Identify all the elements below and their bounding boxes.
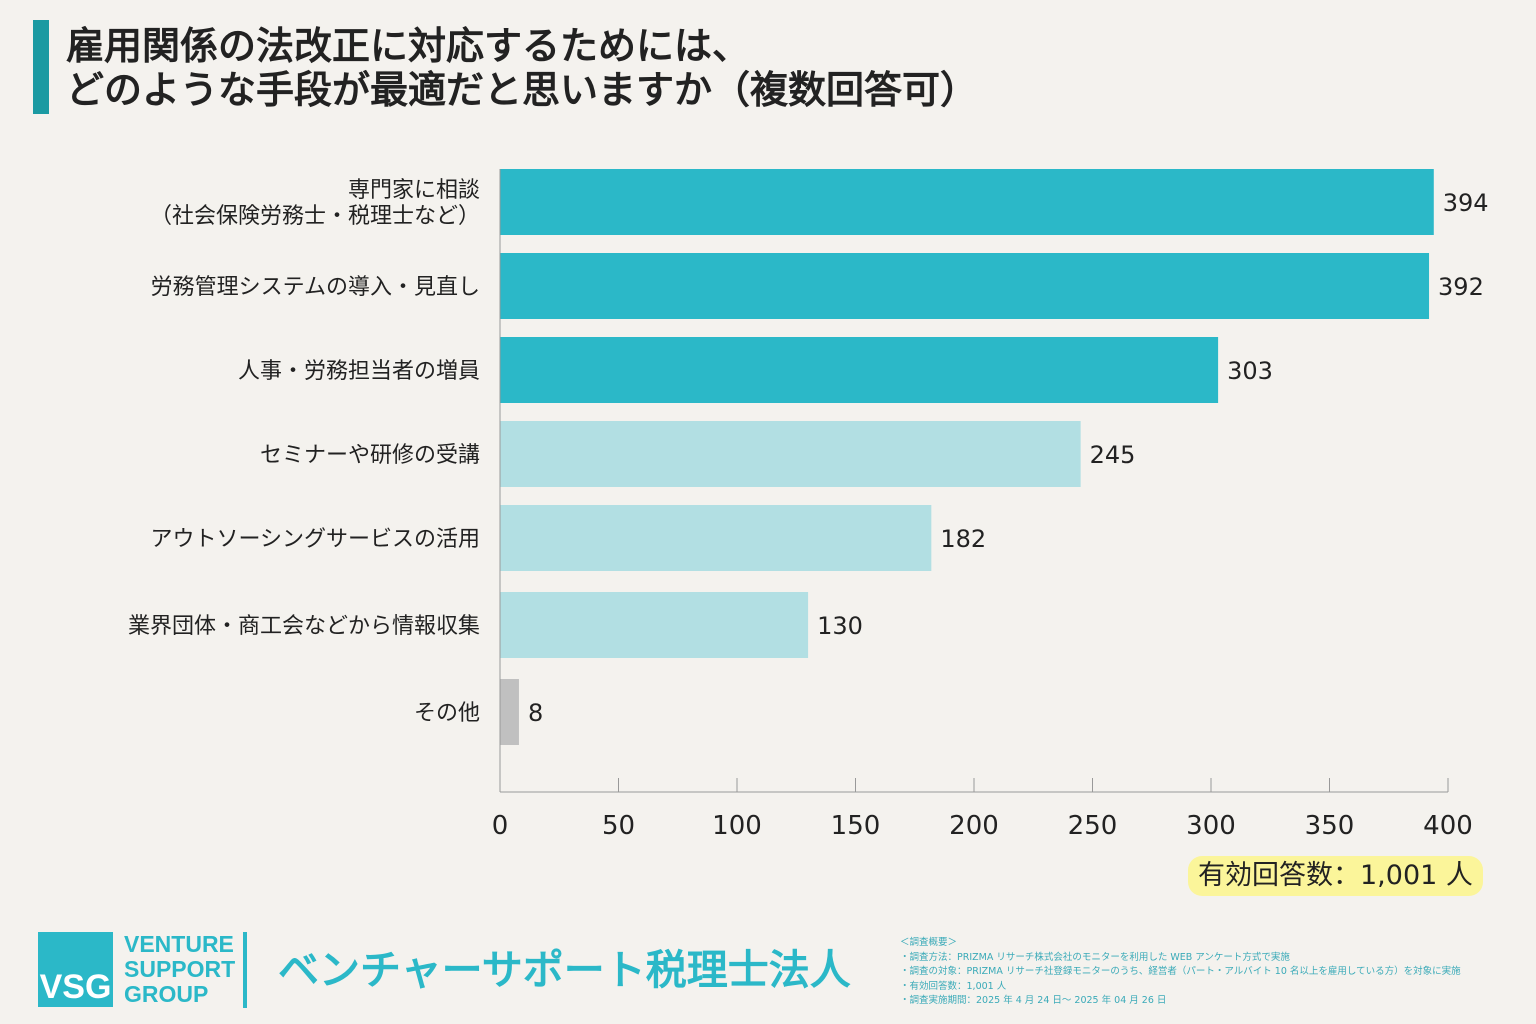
- chart-title: 雇用関係の法改正に対応するためには、 どのような手段が最適だと思いますか（複数回…: [66, 24, 979, 112]
- note-line: ・調査方法：PRIZMA リサーチ株式会社のモニターを利用した WEB アンケー…: [900, 951, 1290, 963]
- category-label: （社会保険労務士・税理士など）: [150, 204, 480, 229]
- vsg-logo-mark: VSG: [38, 932, 113, 1007]
- survey-notes: ＜調査概要＞ ・調査方法：PRIZMA リサーチ株式会社のモニターを利用した W…: [900, 936, 1461, 1009]
- x-tick-label: 350: [1305, 811, 1355, 841]
- bar: [500, 337, 1219, 403]
- category-label: アウトソーシングサービスの活用: [150, 527, 480, 552]
- value-label: 245: [1090, 441, 1136, 469]
- x-tick-label: 300: [1186, 811, 1236, 841]
- note-line: ＜調査概要＞: [900, 937, 958, 948]
- bar: [500, 505, 932, 571]
- value-label: 130: [817, 612, 863, 640]
- bar: [500, 253, 1430, 319]
- note-line: ・調査の対象：PRIZMA リサーチ社登録モニターのうち、経営者（パート・アルバ…: [900, 966, 1461, 977]
- note-line: ・有効回答数：1,001 人: [900, 980, 1007, 992]
- logo-line: SUPPORT: [124, 956, 236, 982]
- x-tick-label: 150: [831, 811, 881, 841]
- value-label: 394: [1443, 189, 1489, 217]
- category-label: 労務管理システムの導入・見直し: [151, 275, 480, 300]
- x-tick-label: 200: [949, 811, 999, 841]
- category-label: 業界団体・商工会などから情報収集: [128, 614, 480, 639]
- x-tick-label: 250: [1068, 811, 1118, 841]
- x-tick-label: 100: [712, 811, 762, 841]
- logo-divider: [243, 932, 247, 1008]
- company-name: ベンチャーサポート税理士法人: [278, 946, 851, 994]
- category-label: セミナーや研修の受講: [260, 443, 480, 468]
- value-label: 392: [1438, 273, 1484, 301]
- value-label: 8: [528, 699, 543, 727]
- bar: [500, 592, 809, 658]
- respondents-badge: 有効回答数：1,001 人: [1188, 856, 1483, 896]
- title-accent-bar: [33, 20, 49, 114]
- bar: [500, 169, 1434, 235]
- logo-line: VENTURE: [124, 931, 234, 957]
- category-label: 専門家に相談: [348, 178, 480, 203]
- logo-text: VENTURE SUPPORT GROUP: [124, 932, 235, 1007]
- note-line: ・調査実施期間：2025 年 4 月 24 日～ 2025 年 04 月 26 …: [900, 995, 1167, 1006]
- x-tick-label: 50: [602, 811, 635, 841]
- logo-line: GROUP: [124, 981, 209, 1007]
- category-label: 人事・労務担当者の増員: [238, 359, 480, 384]
- x-tick-label: 0: [492, 811, 509, 841]
- bar: [500, 421, 1081, 487]
- value-label: 182: [940, 525, 986, 553]
- bar: [500, 679, 519, 745]
- category-label: その他: [414, 701, 480, 726]
- value-label: 303: [1227, 357, 1273, 385]
- x-tick-label: 400: [1423, 811, 1473, 841]
